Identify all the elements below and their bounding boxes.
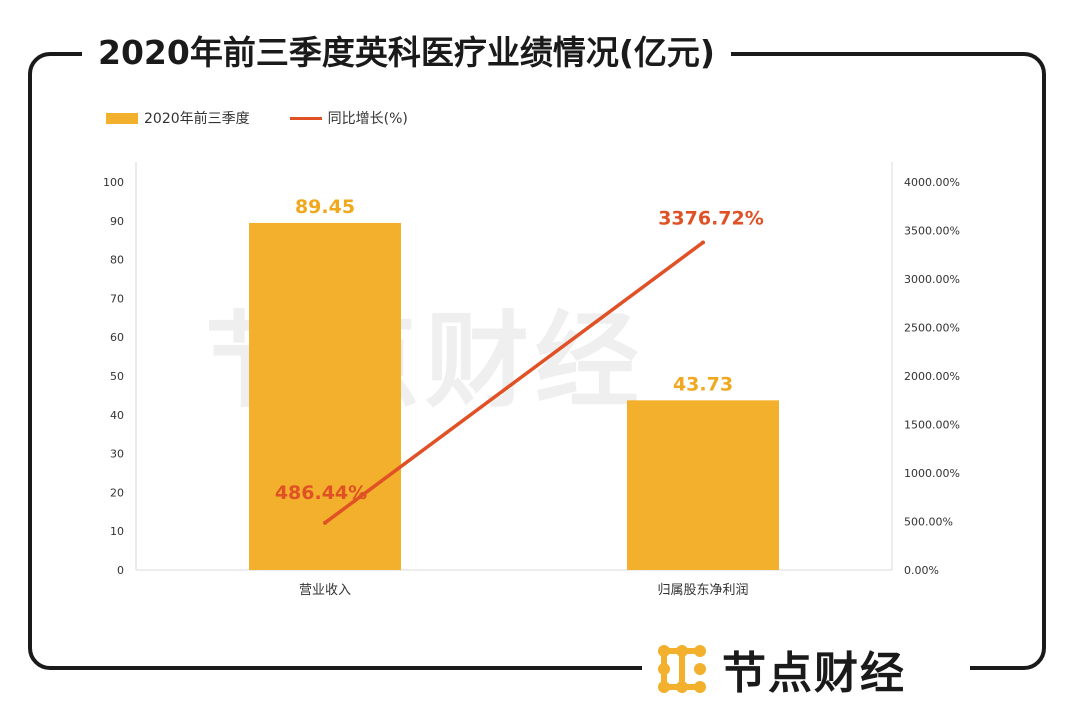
growth-line <box>323 241 705 525</box>
line-data-label: 3376.72% <box>658 207 764 229</box>
bar <box>627 400 779 570</box>
y-tick-label: 60 <box>110 331 124 344</box>
y2-tick-label: 1000.00% <box>904 467 960 480</box>
line-data-label: 486.44% <box>275 482 367 504</box>
node-dots-logo-icon <box>658 645 706 693</box>
bar <box>249 222 401 570</box>
y2-tick-label: 2000.00% <box>904 370 960 383</box>
bar-data-label: 89.45 <box>295 196 355 218</box>
y-tick-label: 70 <box>110 292 124 305</box>
chart-title: 2020年前三季度英科医疗业绩情况(亿元) <box>98 33 716 72</box>
y-tick-label: 0 <box>117 564 124 577</box>
y2-tick-label: 0.00% <box>904 564 939 577</box>
y-tick-label: 50 <box>110 370 124 383</box>
y2-tick-label: 2500.00% <box>904 322 960 335</box>
chart-legend: 2020年前三季度 同比增长(%) <box>106 108 448 128</box>
y-tick-label: 100 <box>103 176 124 189</box>
legend-swatch-bar <box>106 112 138 124</box>
y-tick-label: 30 <box>110 448 124 461</box>
brand: 节点财经 <box>656 638 906 700</box>
y-tick-label: 40 <box>110 409 124 422</box>
bar-data-label: 43.73 <box>673 373 733 395</box>
title-container: 2020年前三季度英科医疗业绩情况(亿元) <box>82 30 732 76</box>
legend-item-line: 同比增长(%) <box>289 108 408 128</box>
legend-swatch-line <box>289 116 322 120</box>
y2-tick-label: 4000.00% <box>904 176 960 189</box>
y2-tick-label: 3000.00% <box>904 273 960 286</box>
y-tick-label: 90 <box>110 215 124 228</box>
y-tick-label: 10 <box>110 525 124 538</box>
y2-tick-label: 1500.00% <box>904 419 960 432</box>
y2-tick-label: 3500.00% <box>904 225 960 238</box>
line-point <box>701 240 705 245</box>
legend-label-bar: 2020年前三季度 <box>144 111 250 127</box>
legend-item-bar: 2020年前三季度 <box>106 108 250 128</box>
x-tick-label: 归属股东净利润 <box>657 583 748 598</box>
x-tick-label: 营业收入 <box>299 583 351 598</box>
y2-tick-label: 500.00% <box>904 516 953 529</box>
legend-label-line: 同比增长(%) <box>327 111 408 127</box>
y-tick-label: 80 <box>110 254 124 267</box>
brand-name: 节点财经 <box>722 648 906 699</box>
line-point <box>323 520 327 525</box>
y-tick-label: 20 <box>110 486 124 499</box>
